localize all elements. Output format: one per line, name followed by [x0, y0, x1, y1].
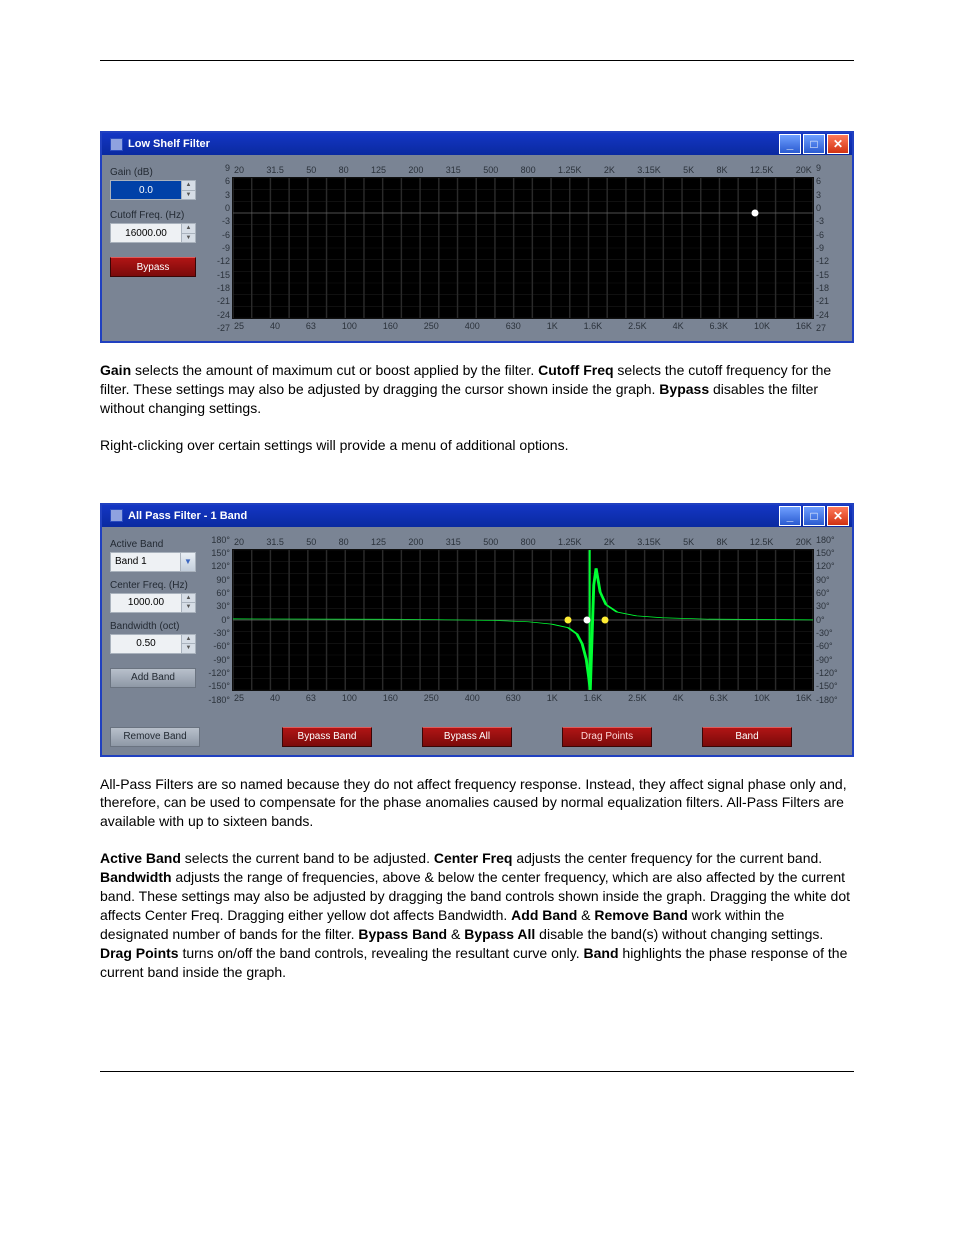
bandwidth-spinner[interactable]: ▲▼: [181, 635, 195, 653]
gain-input[interactable]: 0.0 ▲▼: [110, 180, 196, 200]
allpass-window: All Pass Filter - 1 Band _ □ ✕ Active Ba…: [100, 503, 854, 757]
minimize-button[interactable]: _: [779, 506, 801, 526]
bypassall-button[interactable]: Bypass All: [422, 727, 512, 747]
drag-point[interactable]: [565, 616, 572, 623]
cutoff-input[interactable]: 16000.00 ▲▼: [110, 223, 196, 243]
y-axis-left: 9630-3-6-9-12-15-18-21-24-27: [202, 163, 232, 333]
cursor-marker[interactable]: [752, 210, 759, 217]
dragpoints-button[interactable]: Drag Points: [562, 727, 652, 747]
bandwidth-input[interactable]: 0.50 ▲▼: [110, 634, 196, 654]
maximize-button[interactable]: □: [803, 506, 825, 526]
app-icon: [110, 509, 123, 522]
y-axis-right: 180°150°120°90°60°30°0°-30°-60°-90°-120°…: [814, 535, 844, 705]
low-shelf-window: Low Shelf Filter _ □ ✕ Gain (dB) 0.0 ▲▼ …: [100, 131, 854, 343]
gain-spinner[interactable]: ▲▼: [181, 181, 195, 199]
app-icon: [110, 138, 123, 151]
drag-point[interactable]: [583, 616, 590, 623]
removeband-button[interactable]: Remove Band: [110, 727, 200, 747]
titlebar[interactable]: Low Shelf Filter _ □ ✕: [102, 133, 852, 155]
bypass-button[interactable]: Bypass: [110, 257, 196, 277]
allpass-intro: All-Pass Filters are so named because th…: [100, 775, 854, 832]
x-axis-bottom: 2540631001602504006301K1.6K2.5K4K6.3K10K…: [232, 319, 814, 333]
window-title: Low Shelf Filter: [128, 138, 210, 150]
cutoff-label: Cutoff Freq. (Hz): [110, 210, 196, 221]
shelf-description: Gain selects the amount of maximum cut o…: [100, 361, 854, 418]
bottom-rule: [100, 1071, 854, 1072]
gain-label: Gain (dB): [110, 167, 196, 178]
addband-button[interactable]: Add Band: [110, 668, 196, 688]
close-button[interactable]: ✕: [827, 506, 849, 526]
activeband-label: Active Band: [110, 539, 196, 550]
centerfreq-spinner[interactable]: ▲▼: [181, 594, 195, 612]
x-axis-bottom: 2540631001602504006301K1.6K2.5K4K6.3K10K…: [232, 691, 814, 705]
centerfreq-input[interactable]: 1000.00 ▲▼: [110, 593, 196, 613]
low-shelf-plot[interactable]: [232, 177, 814, 319]
maximize-button[interactable]: □: [803, 134, 825, 154]
close-button[interactable]: ✕: [827, 134, 849, 154]
y-axis-right: 9630-3-6-9-12-15-18-21-2427: [814, 163, 844, 333]
y-axis-left: 180°150°120°90°60°30°0°-30°-60°-90°-120°…: [202, 535, 232, 705]
allpass-controls-desc: Active Band selects the current band to …: [100, 849, 854, 981]
allpass-plot[interactable]: [232, 549, 814, 691]
cutoff-spinner[interactable]: ▲▼: [181, 224, 195, 242]
right-click-note: Right-clicking over certain settings wil…: [100, 436, 854, 455]
activeband-select[interactable]: Band 1 ▼: [110, 552, 196, 572]
centerfreq-label: Center Freq. (Hz): [110, 580, 196, 591]
window-title: All Pass Filter - 1 Band: [128, 510, 247, 522]
titlebar[interactable]: All Pass Filter - 1 Band _ □ ✕: [102, 505, 852, 527]
drag-point[interactable]: [602, 616, 609, 623]
bandwidth-label: Bandwidth (oct): [110, 621, 196, 632]
bypassband-button[interactable]: Bypass Band: [282, 727, 372, 747]
x-axis-top: 2031.550801252003155008001.25K2K3.15K5K8…: [232, 535, 814, 549]
x-axis-top: 2031.550801252003155008001.25K2K3.15K5K8…: [232, 163, 814, 177]
minimize-button[interactable]: _: [779, 134, 801, 154]
band-button[interactable]: Band: [702, 727, 792, 747]
dropdown-icon[interactable]: ▼: [180, 553, 195, 571]
